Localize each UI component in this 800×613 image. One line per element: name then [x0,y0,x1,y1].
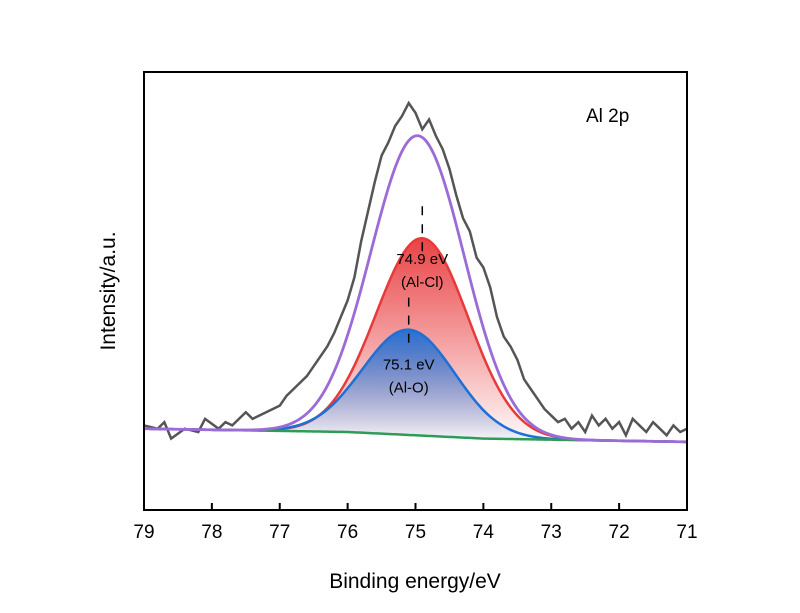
x-tick-label: 74 [473,522,495,543]
component-fill-2 [144,329,687,442]
peak-annotations: 74.9 eV (Al-Cl) 75.1 eV (Al-O) [383,206,448,397]
x-tick-label: 75 [405,522,426,543]
plot-area [144,100,687,444]
envelope-line [144,134,687,444]
x-axis-label: Binding energy/eV [329,570,501,593]
peak-annotation: (Al-O) [389,380,429,397]
raw-data-line [144,100,687,441]
x-tick-label: 71 [676,522,697,543]
x-tick-label: 78 [201,522,222,543]
y-axis-label: Intensity/a.u. [97,231,120,350]
peak-annotation: (Al-Cl) [401,274,444,291]
x-tick-label: 72 [609,522,630,543]
x-axis: 79 78 77 76 75 74 73 72 71 [133,503,698,543]
panel-label: Al 2p [586,106,629,127]
x-tick-label: 73 [541,522,562,543]
peak-annotation: 75.1 eV [383,356,435,373]
peak-annotation: 74.9 eV [396,251,448,268]
x-tick-label: 79 [133,522,154,543]
x-tick-label: 77 [269,522,290,543]
x-tick-label: 76 [337,522,358,543]
